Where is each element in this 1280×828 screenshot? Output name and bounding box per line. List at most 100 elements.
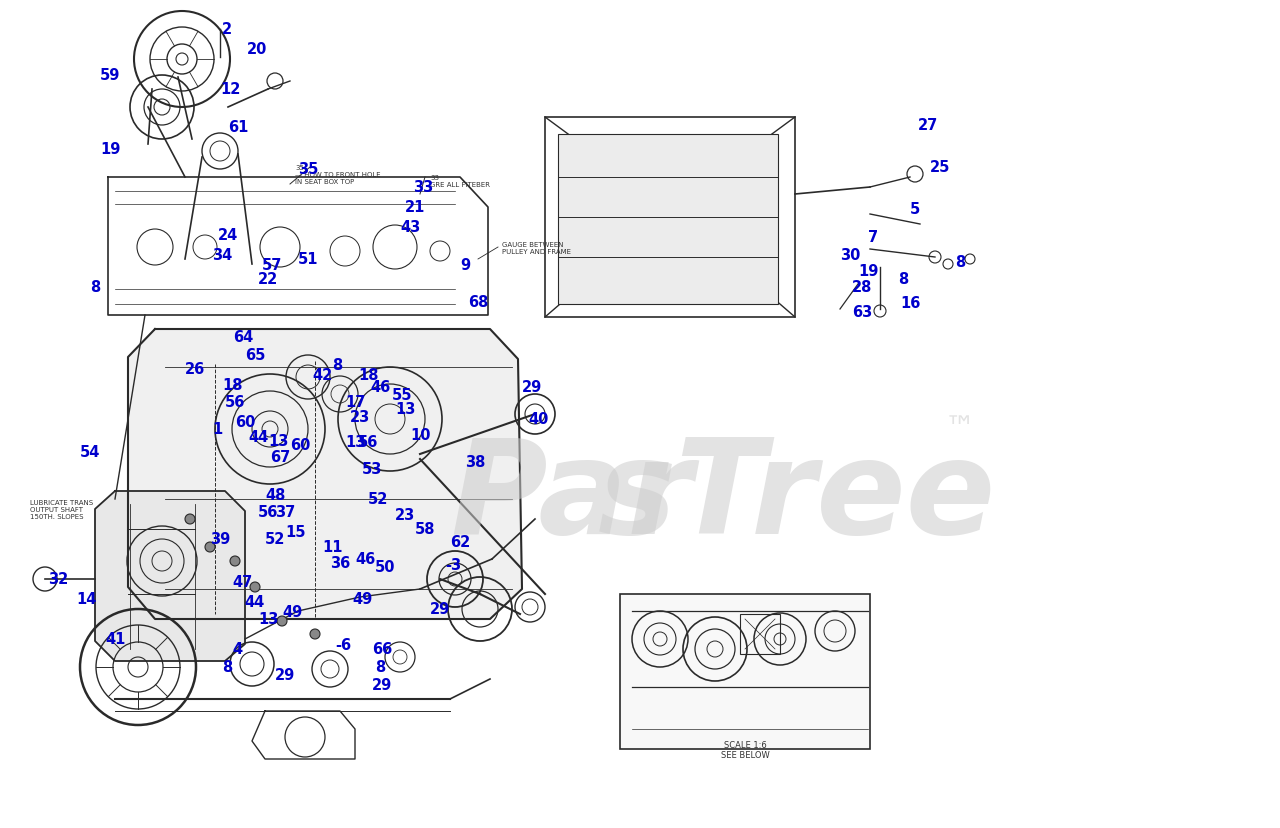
Text: 20: 20 [247,42,268,57]
Text: 59: 59 [100,68,120,83]
Bar [558,135,778,305]
Text: 13: 13 [346,435,365,450]
Text: 61: 61 [228,120,248,135]
Text: 16: 16 [900,296,920,310]
Text: 56: 56 [225,394,246,410]
Text: Par: Par [451,434,692,561]
Text: 50: 50 [375,560,396,575]
Text: 30: 30 [840,248,860,262]
Text: -6: -6 [335,638,351,652]
Text: sTree: sTree [598,434,996,561]
Circle shape [276,616,287,626]
Bar [545,118,795,318]
Text: 23: 23 [349,410,370,425]
Text: 17: 17 [346,394,365,410]
Text: 57: 57 [262,258,283,272]
Bar [740,614,780,654]
Text: 56: 56 [358,435,379,450]
Text: 60: 60 [291,437,310,452]
Text: 29: 29 [372,677,392,692]
Text: 21: 21 [404,200,425,214]
Text: 29: 29 [430,601,451,616]
Text: 10: 10 [410,427,430,442]
Text: -3: -3 [445,557,461,572]
Text: 13: 13 [259,611,278,626]
Text: 63: 63 [852,305,872,320]
Text: 68: 68 [468,295,489,310]
Text: 22: 22 [259,272,278,286]
Text: 39: 39 [210,532,230,546]
Text: SCALE 1:6: SCALE 1:6 [723,740,767,749]
Text: 53: 53 [362,461,383,476]
Text: 65: 65 [244,348,265,363]
Circle shape [205,542,215,552]
Text: 8: 8 [221,659,232,674]
Text: 5: 5 [910,202,920,217]
Text: 47: 47 [232,575,252,590]
Text: 40: 40 [527,412,548,426]
Circle shape [230,556,241,566]
Text: LUBRICATE TRANS
OUTPUT SHAFT
150TH. SLOPES: LUBRICATE TRANS OUTPUT SHAFT 150TH. SLOP… [29,499,93,519]
Text: 38: 38 [465,455,485,469]
Circle shape [250,582,260,592]
Polygon shape [95,491,244,662]
Text: 33
GRE ALL FITEBER: 33 GRE ALL FITEBER [430,175,490,188]
Circle shape [186,514,195,524]
Text: 52: 52 [265,532,285,546]
Text: 14: 14 [76,591,96,606]
Text: 18: 18 [221,378,242,392]
Text: SEE BELOW: SEE BELOW [721,750,769,759]
Text: 18: 18 [358,368,379,383]
Text: 46: 46 [355,551,375,566]
Text: 37: 37 [275,504,296,519]
Circle shape [310,629,320,639]
Text: 8: 8 [90,280,100,295]
Text: 28: 28 [852,280,873,295]
Text: 13: 13 [268,434,288,449]
Text: 27: 27 [918,118,938,132]
Text: 49: 49 [282,604,302,619]
Text: 13: 13 [396,402,416,416]
Text: 8: 8 [375,659,385,674]
Text: 43: 43 [399,219,420,234]
Text: 35: 35 [298,161,319,177]
Text: 42: 42 [312,368,333,383]
Text: ™: ™ [945,415,975,444]
Text: 24: 24 [218,228,238,243]
Text: 49: 49 [352,591,372,606]
Text: 46: 46 [370,379,390,394]
Text: 12: 12 [220,82,241,97]
Text: 44: 44 [244,595,264,609]
Text: 62: 62 [451,534,470,549]
Text: 26: 26 [186,362,205,377]
Text: 54: 54 [81,445,100,460]
Text: 1: 1 [212,421,223,436]
Text: 66: 66 [372,641,392,657]
Text: 11: 11 [323,539,343,554]
Text: 2: 2 [221,22,232,37]
Text: 32: 32 [49,571,68,586]
Text: 9: 9 [460,258,470,272]
Text: 36: 36 [330,556,351,570]
Text: 8: 8 [332,358,342,373]
Text: 8: 8 [899,272,909,286]
Text: 15: 15 [285,524,306,539]
Text: 55: 55 [392,388,412,402]
Text: GAUGE BETWEEN
PULLEY AND FRAME: GAUGE BETWEEN PULLEY AND FRAME [502,242,571,255]
Text: 8: 8 [955,255,965,270]
Text: 60: 60 [236,415,256,430]
Text: 29: 29 [275,667,296,682]
Text: 4: 4 [232,641,242,657]
Text: 19: 19 [100,142,120,156]
Text: 33: 33 [413,180,433,195]
Text: 48: 48 [265,488,285,503]
Text: 64: 64 [233,330,253,344]
Text: 58: 58 [415,522,435,537]
Text: 29: 29 [522,379,543,394]
Text: 23: 23 [396,508,415,522]
Text: 67: 67 [270,450,291,465]
Text: 35
— HOW TO FRONT HOLE
IN SEAT BOX TOP: 35 — HOW TO FRONT HOLE IN SEAT BOX TOP [294,165,380,185]
Text: 34: 34 [212,248,232,262]
Text: 52: 52 [369,491,388,507]
Polygon shape [128,330,522,619]
